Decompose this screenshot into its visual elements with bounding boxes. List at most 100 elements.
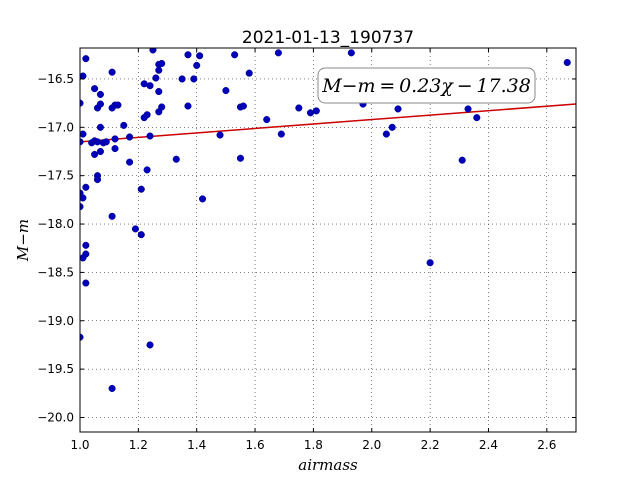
x-tick-label: 2.2 — [421, 438, 440, 452]
data-point — [193, 61, 201, 69]
x-tick-label: 2.0 — [362, 438, 381, 452]
y-tick-label: −17.5 — [37, 169, 74, 183]
data-point — [239, 102, 247, 110]
data-point — [111, 145, 119, 153]
data-point — [111, 135, 119, 143]
y-tick-label: −19.5 — [37, 362, 74, 376]
data-point — [426, 259, 434, 267]
data-point — [80, 254, 87, 262]
data-point — [347, 49, 355, 57]
data-point — [131, 225, 139, 233]
data-point — [236, 154, 245, 162]
fit-annotation: M−m = 0.23χ − 17.38 — [317, 67, 536, 104]
x-tick-label: 1.4 — [187, 438, 206, 452]
data-point — [126, 158, 134, 166]
data-point — [91, 85, 99, 93]
plot-frame — [79, 47, 577, 433]
data-point — [96, 90, 104, 98]
data-point — [155, 87, 163, 96]
data-point — [146, 82, 154, 90]
data-point — [184, 102, 192, 110]
data-point — [563, 58, 571, 67]
data-point — [222, 87, 230, 95]
data-point — [473, 114, 481, 122]
x-tick-label: 1.8 — [304, 438, 323, 452]
data-point — [126, 133, 134, 141]
data-points — [80, 48, 571, 393]
data-point — [96, 123, 104, 131]
data-point — [155, 66, 163, 74]
data-point — [80, 194, 87, 202]
data-point — [93, 175, 102, 184]
data-point — [91, 150, 99, 158]
data-point — [108, 68, 116, 76]
chart-title: 2021-01-13_190737 — [242, 28, 414, 48]
data-point — [245, 69, 253, 77]
data-point — [155, 108, 163, 116]
y-axis-label: M−m — [14, 219, 32, 262]
plot-area — [80, 48, 576, 432]
data-point — [80, 333, 84, 341]
axis-ticks: 1.0 1.2 1.4 1.6 1.8 2.0 2.2 2.4 2.6 −16.5 −17.0 −17… — [37, 48, 576, 452]
data-point — [108, 384, 116, 393]
data-point — [137, 231, 145, 239]
data-point — [137, 185, 145, 193]
y-tick-label: −19.0 — [37, 314, 74, 328]
data-point — [80, 203, 84, 211]
data-point — [96, 100, 104, 108]
data-point — [93, 138, 102, 146]
data-point — [464, 105, 472, 113]
y-tick-label: −18.0 — [37, 217, 74, 231]
data-point — [82, 241, 90, 249]
data-point — [82, 279, 90, 287]
data-point — [96, 147, 104, 156]
data-point — [143, 166, 151, 174]
data-point — [312, 107, 320, 115]
data-point — [263, 116, 271, 124]
data-point — [80, 72, 87, 80]
data-point — [102, 138, 110, 146]
data-point — [190, 75, 198, 83]
data-point — [140, 114, 148, 122]
data-point — [146, 341, 154, 349]
data-point — [80, 138, 84, 146]
x-tick-label: 1.2 — [129, 438, 148, 452]
data-point — [172, 155, 180, 163]
fit-line — [80, 103, 576, 143]
x-tick-label: 2.4 — [479, 438, 498, 452]
data-point — [158, 59, 166, 68]
grid-lines — [79, 48, 576, 432]
x-tick-label: 1.6 — [246, 438, 265, 452]
y-tick-label: −18.5 — [37, 265, 74, 279]
data-point — [80, 130, 87, 138]
data-point — [114, 101, 122, 109]
data-point — [295, 104, 303, 112]
data-point — [184, 51, 192, 59]
data-point — [388, 123, 396, 131]
data-point — [196, 52, 204, 60]
data-point — [231, 51, 239, 59]
data-point — [146, 132, 154, 140]
data-point — [274, 49, 282, 57]
data-point — [82, 55, 90, 63]
data-point — [382, 130, 390, 138]
x-tick-label: 2.6 — [537, 438, 556, 452]
x-axis-label: airmass — [298, 456, 358, 474]
data-point — [277, 130, 285, 138]
data-point — [458, 156, 466, 164]
y-tick-label: −16.5 — [37, 72, 74, 86]
data-point — [108, 212, 116, 220]
data-point — [216, 131, 224, 139]
fit-equation: M−m = 0.23χ − 17.38 — [321, 75, 531, 97]
y-tick-label: −17.0 — [37, 120, 74, 134]
data-point — [394, 105, 402, 113]
y-tick-label: −20.0 — [37, 410, 74, 424]
annotation-box — [317, 67, 536, 104]
data-point — [152, 74, 160, 82]
x-tick-label: 1.0 — [70, 438, 89, 452]
data-point — [198, 195, 207, 203]
data-point — [80, 99, 84, 107]
data-point — [120, 121, 128, 129]
data-point — [149, 48, 157, 54]
